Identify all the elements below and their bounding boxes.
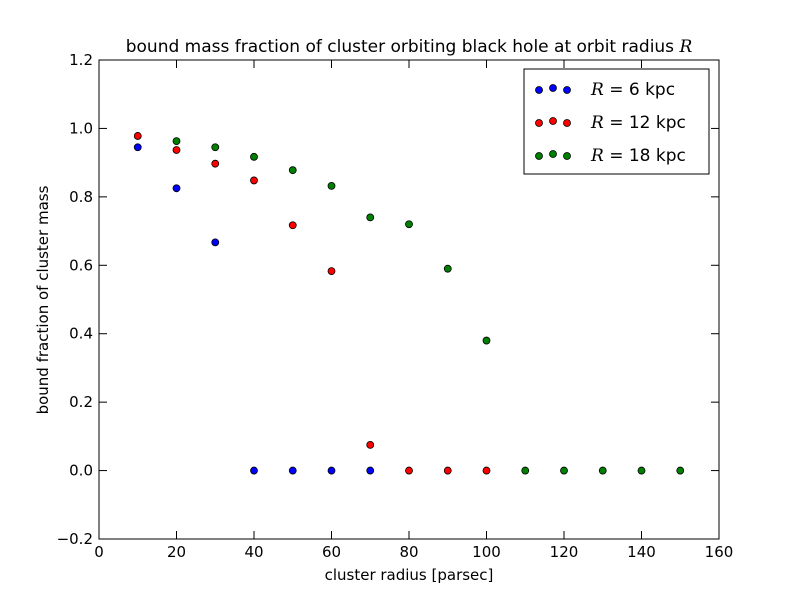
data-point [250,152,258,161]
data-point [560,466,568,475]
x-tick-label: 160 [705,543,734,561]
y-tick-label: 0.6 [69,256,93,274]
data-point [288,466,297,475]
legend-marker [563,86,571,94]
data-point [327,267,336,276]
legend-marker [549,150,557,158]
data-point [288,166,297,175]
data-point [172,184,181,193]
legend-marker [563,152,571,160]
legend-marker [535,119,543,127]
chart-title: bound mass fraction of cluster orbiting … [126,37,693,57]
data-point [482,466,491,475]
axis-tick-labels: 0 20 40 60 80 100 120 140 160 −0.2 0.0 0.2 0.4 0.6 0.8… [57,51,734,561]
data-point [133,132,142,140]
legend-marker [535,152,543,160]
legend-label-var: R [590,80,604,100]
data-point [327,466,336,475]
data-point [405,466,413,475]
y-tick-label: 1.2 [69,51,93,69]
y-axis-label: bound fraction of cluster mass [34,185,52,414]
data-point [443,264,452,273]
y-tick-label: 0.0 [69,462,93,480]
data-point [327,182,336,190]
x-tick-label: 120 [550,543,579,561]
y-tick-label: −0.2 [57,530,93,548]
data-point [676,466,685,475]
legend-marker [563,119,571,127]
legend-marker [549,117,557,125]
data-point [637,466,646,475]
data-point [172,146,181,154]
series-3 [172,137,685,475]
chart-title-text: bound mass fraction of cluster orbiting … [126,37,680,57]
legend-entry: R = 12 kpc [535,113,686,133]
data-points [133,132,685,475]
x-tick-label: 80 [399,543,418,561]
x-tick-label: 100 [472,543,501,561]
y-tick-label: 0.8 [69,188,93,206]
data-point [405,220,413,229]
data-point [366,466,375,475]
legend-label-text: = 6 kpc [604,80,675,100]
legend-label-text: = 12 kpc [604,113,686,133]
data-point [211,238,220,247]
data-point [250,176,258,185]
y-tick-label: 0.4 [69,325,93,343]
legend-label-var: R [590,113,604,133]
x-tick-label: 60 [322,543,341,561]
data-point [366,213,375,222]
legend-label-text: = 18 kpc [604,146,686,166]
legend-label: R = 12 kpc [590,113,686,133]
data-point [250,466,258,475]
x-tick-label: 140 [627,543,656,561]
series-1 [133,143,375,475]
chart-title-var: R [678,37,692,57]
legend-marker [549,84,557,92]
x-tick-label: 20 [167,543,186,561]
x-tick-label: 0 [94,543,104,561]
x-tick-label: 40 [244,543,263,561]
legend-label-var: R [590,146,604,166]
data-point [133,143,142,152]
data-point [521,466,530,475]
data-point [211,159,220,168]
legend-entry: R = 6 kpc [535,80,675,100]
x-axis-label: cluster radius [parsec] [325,566,494,584]
data-point [172,137,181,145]
legend-marker [535,86,543,94]
data-point [211,143,220,152]
plot-border [98,59,720,540]
data-point [443,466,452,475]
legend-label: R = 18 kpc [590,146,686,166]
y-tick-label: 1.0 [69,119,93,137]
series-2 [133,132,491,475]
data-point [598,466,607,475]
data-point [288,221,297,230]
data-point [366,441,375,449]
legend-label: R = 6 kpc [590,80,675,100]
y-tick-label: 0.2 [69,393,93,411]
legend-entry: R = 18 kpc [535,146,686,166]
data-point [482,336,491,345]
